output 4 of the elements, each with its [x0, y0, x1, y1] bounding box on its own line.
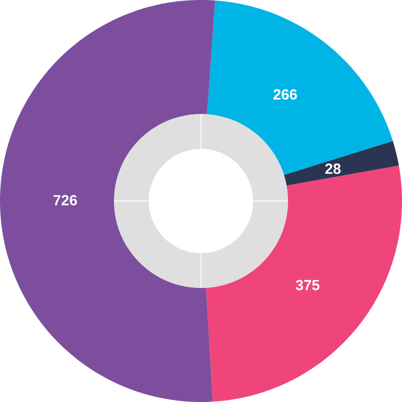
data-label: 375: [296, 280, 320, 290]
data-label: 726: [54, 195, 77, 206]
data-label: 28: [325, 164, 341, 174]
data-label: 266: [274, 89, 297, 100]
